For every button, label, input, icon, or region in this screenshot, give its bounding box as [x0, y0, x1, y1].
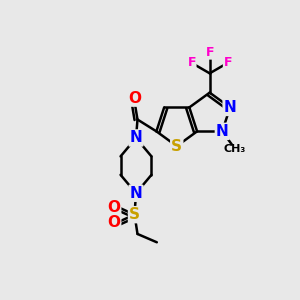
- Text: S: S: [129, 207, 140, 222]
- Text: CH₃: CH₃: [224, 144, 246, 154]
- Text: O: O: [107, 200, 120, 215]
- Text: F: F: [206, 46, 214, 59]
- Text: N: N: [224, 100, 236, 115]
- Text: F: F: [224, 56, 232, 69]
- Text: O: O: [128, 91, 141, 106]
- Text: F: F: [188, 56, 196, 69]
- Text: N: N: [130, 130, 142, 146]
- Text: O: O: [107, 214, 120, 230]
- Text: S: S: [171, 139, 182, 154]
- Text: N: N: [216, 124, 229, 139]
- Text: N: N: [130, 186, 142, 201]
